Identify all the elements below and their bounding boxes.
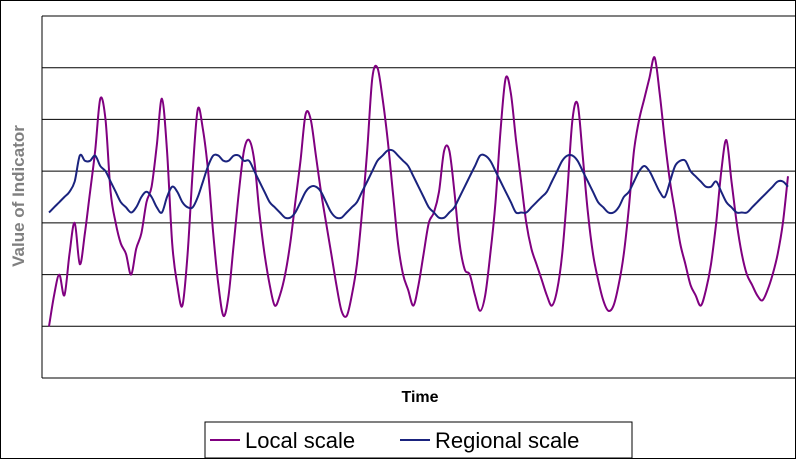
legend-label-local-scale: Local scale — [245, 428, 355, 453]
series-line-local-scale — [48, 56, 789, 327]
y-axis-label: Value of Indicator — [9, 125, 28, 267]
legend-label-regional-scale: Regional scale — [435, 428, 579, 453]
x-axis-label: Time — [401, 389, 438, 406]
series-line-regional-scale — [48, 148, 789, 220]
legend: Local scale Regional scale — [204, 421, 633, 459]
plot-area — [41, 15, 795, 379]
